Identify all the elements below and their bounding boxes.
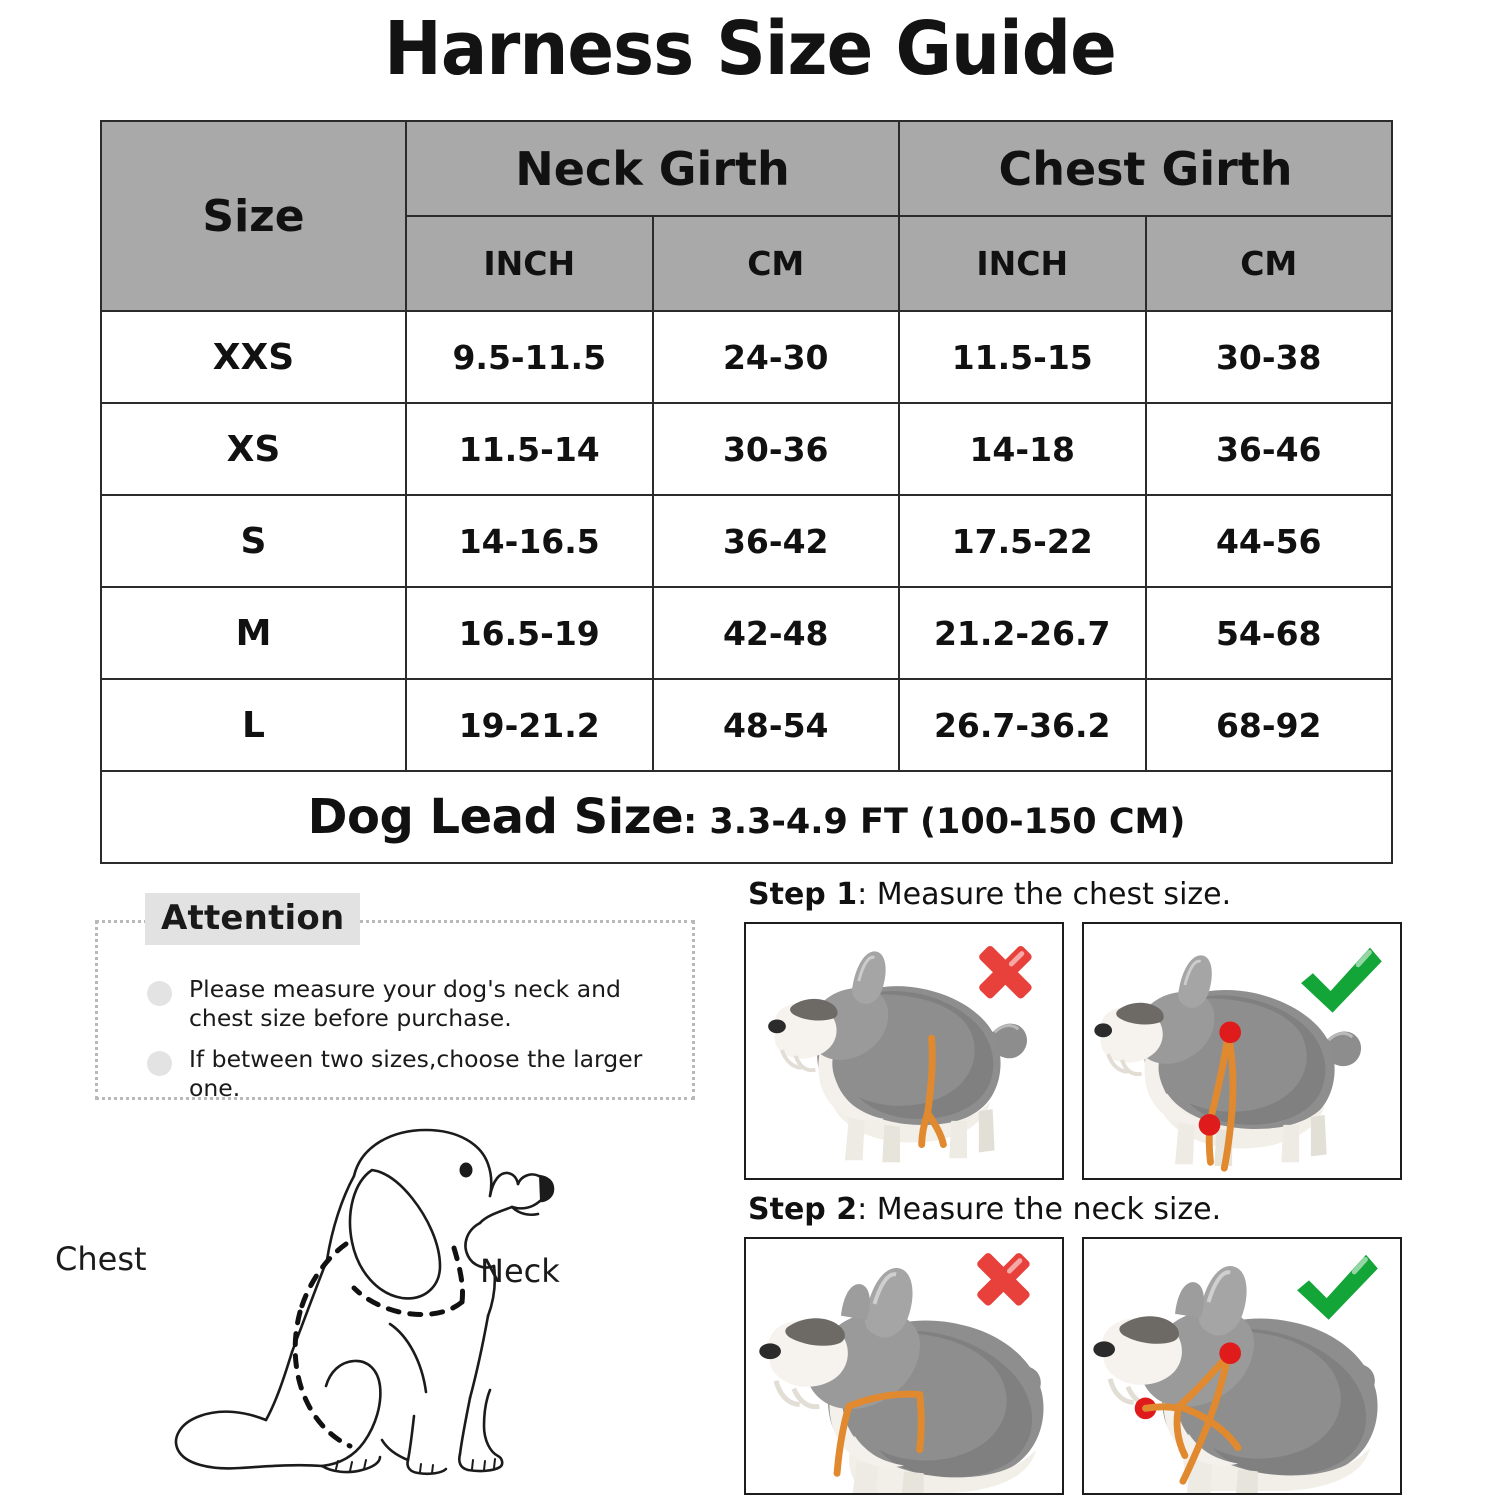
page-title: Harness Size Guide: [384, 6, 1117, 92]
table-row: XXS 9.5-11.5 24-30 11.5-15 30-38: [100, 310, 1393, 404]
dog-outline-icon: [174, 1128, 555, 1476]
step-1-number: Step 1: [748, 877, 858, 912]
cell-neck-inch: 9.5-11.5: [405, 310, 654, 404]
cell-neck-inch: 16.5-19: [405, 586, 654, 680]
table-row: S 14-16.5 36-42 17.5-22 44-56: [100, 494, 1393, 588]
cell-size: M: [100, 586, 407, 680]
cell-neck-inch: 19-21.2: [405, 678, 654, 772]
attention-item-text: Please measure your dog's neck and chest…: [189, 975, 621, 1032]
cell-size: XS: [100, 402, 407, 496]
cell-chest-inch: 14-18: [898, 402, 1147, 496]
cell-size: L: [100, 678, 407, 772]
cell-neck-cm: 36-42: [651, 494, 900, 588]
header-cell-chest-cm: CM: [1144, 215, 1393, 312]
step-2-description: : Measure the neck size.: [857, 1192, 1222, 1227]
table-body: XXS 9.5-11.5 24-30 11.5-15 30-38 XS 11.5…: [100, 310, 1393, 864]
step-1-correct-photo: [1082, 922, 1402, 1180]
attention-item: If between two sizes,choose the larger o…: [147, 1045, 659, 1102]
dog-lead-label: Dog Lead Size: [307, 789, 684, 845]
cell-chest-inch: 11.5-15: [898, 310, 1147, 404]
attention-item: Please measure your dog's neck and chest…: [147, 975, 659, 1032]
cell-neck-cm: 48-54: [651, 678, 900, 772]
attention-box: [95, 920, 695, 1100]
red-x-icon: [977, 1253, 1030, 1306]
diagram-label-chest: Chest: [55, 1240, 147, 1278]
header-cell-neck-girth: Neck Girth: [405, 120, 900, 217]
cell-neck-inch: 11.5-14: [405, 402, 654, 496]
dog-measurement-diagram: [140, 1120, 670, 1500]
cell-neck-cm: 42-48: [651, 586, 900, 680]
step-2-number: Step 2: [748, 1192, 858, 1227]
cell-neck-inch: 14-16.5: [405, 494, 654, 588]
step-2-heading: Step 2: Measure the neck size.: [748, 1192, 1221, 1227]
neck-measure-dashed-line: [351, 1245, 465, 1317]
table-row-dog-lead: Dog Lead Size: 3.3-4.9 FT (100-150 CM): [100, 770, 1393, 864]
chest-measure-dashed-line: [292, 1241, 353, 1449]
cell-dog-lead-size: Dog Lead Size: 3.3-4.9 FT (100-150 CM): [100, 770, 1393, 864]
header-cell-neck-cm: CM: [651, 215, 900, 312]
diagram-label-neck: Neck: [480, 1252, 560, 1290]
attention-item-text: If between two sizes,choose the larger o…: [189, 1045, 643, 1102]
cell-size: XXS: [100, 310, 407, 404]
cell-chest-cm: 30-38: [1144, 310, 1393, 404]
cell-chest-inch: 26.7-36.2: [898, 678, 1147, 772]
table-row: M 16.5-19 42-48 21.2-26.7 54-68: [100, 586, 1393, 680]
cell-chest-inch: 21.2-26.7: [898, 586, 1147, 680]
cell-chest-inch: 17.5-22: [898, 494, 1147, 588]
attention-title: Attention: [145, 893, 361, 945]
table-row: XS 11.5-14 30-36 14-18 36-46: [100, 402, 1393, 496]
bullet-icon: [147, 981, 172, 1006]
table-header-row-groups: Size Neck Girth Chest Girth: [100, 120, 1393, 312]
measure-point-marker: [1198, 1114, 1221, 1136]
table-head: Size Neck Girth Chest Girth INCH CM INCH…: [100, 120, 1393, 312]
tape-measure-wrong: [833, 1390, 925, 1477]
green-check-icon: [1297, 1254, 1378, 1320]
tape-measure-wrong: [918, 1034, 947, 1148]
green-check-icon: [1301, 947, 1382, 1013]
measure-point-marker: [1219, 1021, 1242, 1044]
measure-point-marker: [1219, 1342, 1242, 1365]
header-cell-neck-inch: INCH: [405, 215, 654, 312]
table-row: L 19-21.2 48-54 26.7-36.2 68-92: [100, 678, 1393, 772]
cell-chest-cm: 44-56: [1144, 494, 1393, 588]
bullet-icon: [147, 1051, 172, 1076]
cell-chest-cm: 36-46: [1144, 402, 1393, 496]
step-1-wrong-photo: [744, 922, 1064, 1180]
header-cell-size: Size: [100, 120, 407, 312]
step-2-wrong-photo: [744, 1237, 1064, 1495]
cell-chest-cm: 68-92: [1144, 678, 1393, 772]
cell-neck-cm: 24-30: [651, 310, 900, 404]
size-guide-table: Size Neck Girth Chest Girth INCH CM INCH…: [100, 120, 1393, 864]
cell-size: S: [100, 494, 407, 588]
step-2-correct-photo: [1082, 1237, 1402, 1495]
step-1-heading: Step 1: Measure the chest size.: [748, 877, 1231, 912]
header-cell-chest-girth: Chest Girth: [898, 120, 1393, 217]
cell-chest-cm: 54-68: [1144, 586, 1393, 680]
cell-neck-cm: 30-36: [651, 402, 900, 496]
step-1-description: : Measure the chest size.: [857, 877, 1232, 912]
red-x-icon: [979, 946, 1032, 999]
header-cell-chest-inch: INCH: [898, 215, 1147, 312]
dog-lead-value: : 3.3-4.9 FT (100-150 CM): [683, 802, 1186, 842]
table-header-row-units: INCH CM INCH CM: [101, 215, 1393, 312]
